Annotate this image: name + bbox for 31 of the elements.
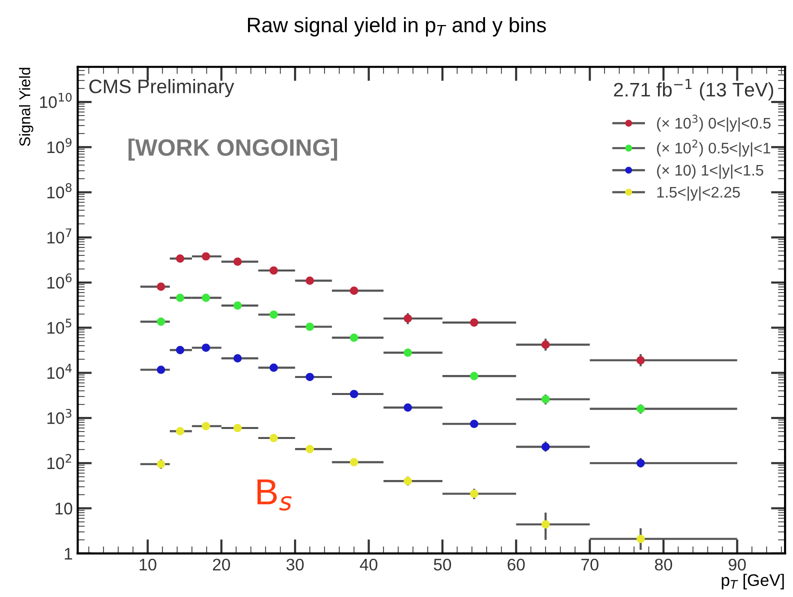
y-tick-label: 10$^{2}$ (47, 454, 72, 470)
y-tick-label: 10$^{6}$ (47, 273, 72, 289)
x-tick-label: 80 (654, 558, 672, 571)
y-tick-label: 10$^{3}$ (47, 408, 72, 424)
y-tick-label: 10$^{7}$ (47, 228, 72, 244)
x-axis-title: p$_{T}$ [GeV] (722, 574, 784, 590)
y-axis-title: Signal Yield (19, 68, 34, 146)
annotation: B$_{s}$ (258, 479, 292, 511)
x-tick-label: 60 (508, 558, 525, 571)
x-tick-label: 90 (728, 558, 746, 571)
legend-label: 1.5<|y|<2.25 (657, 186, 740, 201)
annotation: 2.71 fb$^{−1}$ (13 TeV) (614, 79, 774, 100)
y-tick-label: 10 (56, 502, 72, 514)
x-tick-label: 20 (212, 558, 230, 571)
y-tick-label: 10$^{5}$ (47, 318, 72, 334)
legend-label: (× 10$^{2}$) 0.5<|y|<1 (657, 140, 770, 157)
y-tick-label: 10$^{9}$ (47, 138, 72, 154)
y-tick-label: 1 (64, 548, 72, 560)
y-tick-label: 10$^{8}$ (47, 183, 72, 198)
x-tick-label: 10 (140, 558, 156, 571)
legend-label: (× 10$^{3}$) 0<|y|<0.5 (657, 114, 771, 132)
x-tick-label: 50 (434, 558, 452, 571)
x-tick-label: 40 (360, 558, 378, 571)
chart-title: Raw signal yield in p$_{T}$ and y bins (248, 17, 546, 36)
y-tick-label: 10$^{4}$ (47, 364, 72, 379)
annotation: [WORK ONGOING] (128, 138, 338, 161)
annotation: CMS Preliminary (89, 79, 234, 98)
x-tick-label: 30 (286, 558, 304, 571)
y-tick-label: 10$^{10}$ (40, 92, 72, 108)
x-tick-label: 70 (581, 558, 598, 571)
legend-label: (× 10) 1<|y|<1.5 (657, 164, 764, 179)
